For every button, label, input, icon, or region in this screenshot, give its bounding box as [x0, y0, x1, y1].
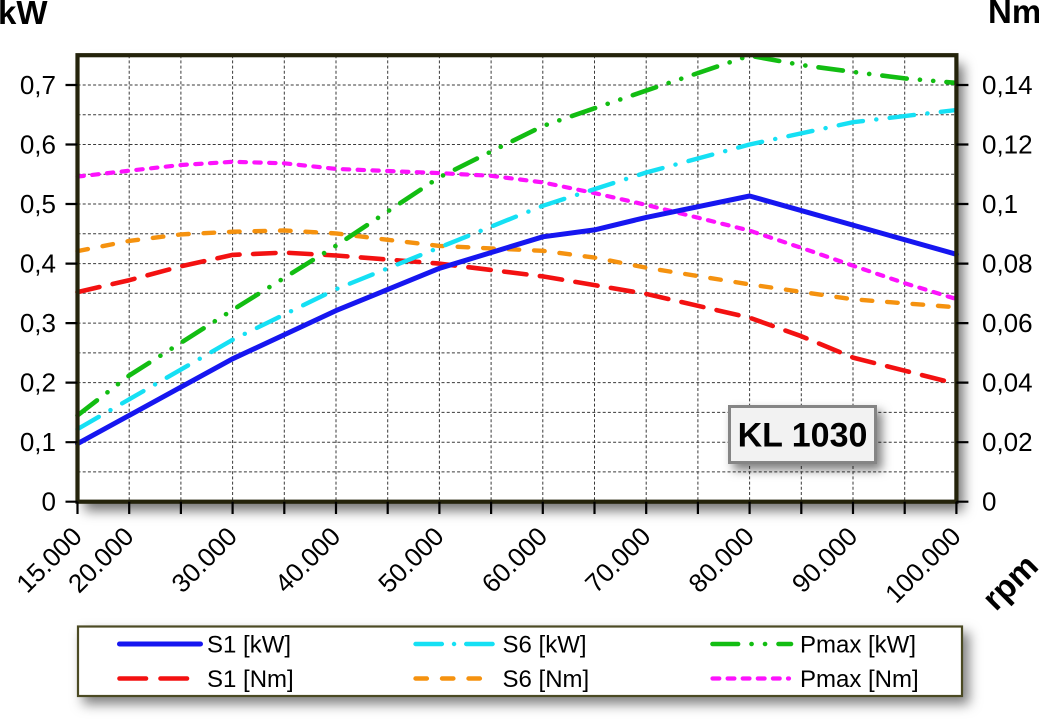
svg-text:S1 [kW]: S1 [kW] [207, 632, 291, 659]
svg-text:0,02: 0,02 [982, 427, 1033, 457]
svg-text:0,2: 0,2 [20, 368, 56, 398]
svg-text:0,3: 0,3 [20, 308, 56, 338]
svg-text:0: 0 [42, 487, 56, 517]
svg-text:0,06: 0,06 [982, 308, 1033, 338]
svg-text:S1 [Nm]: S1 [Nm] [207, 666, 294, 693]
svg-text:0,5: 0,5 [20, 189, 56, 219]
svg-text:0,12: 0,12 [982, 130, 1033, 160]
svg-text:0,7: 0,7 [20, 70, 56, 100]
svg-text:0,6: 0,6 [20, 130, 56, 160]
svg-text:0,14: 0,14 [982, 70, 1033, 100]
svg-text:Pmax [Nm]: Pmax [Nm] [800, 666, 919, 693]
svg-text:0,04: 0,04 [982, 368, 1033, 398]
svg-text:KL 1030: KL 1030 [738, 417, 868, 455]
svg-text:S6 [Nm]: S6 [Nm] [503, 666, 590, 693]
svg-text:0: 0 [982, 487, 996, 517]
svg-text:Pmax [kW]: Pmax [kW] [800, 632, 916, 659]
svg-text:0,1: 0,1 [20, 427, 56, 457]
svg-text:kW: kW [0, 0, 48, 31]
svg-text:0,4: 0,4 [20, 249, 56, 279]
svg-text:0,08: 0,08 [982, 249, 1033, 279]
svg-text:S6 [kW]: S6 [kW] [503, 632, 587, 659]
svg-text:Nm: Nm [988, 0, 1039, 30]
svg-text:0,1: 0,1 [982, 189, 1018, 219]
